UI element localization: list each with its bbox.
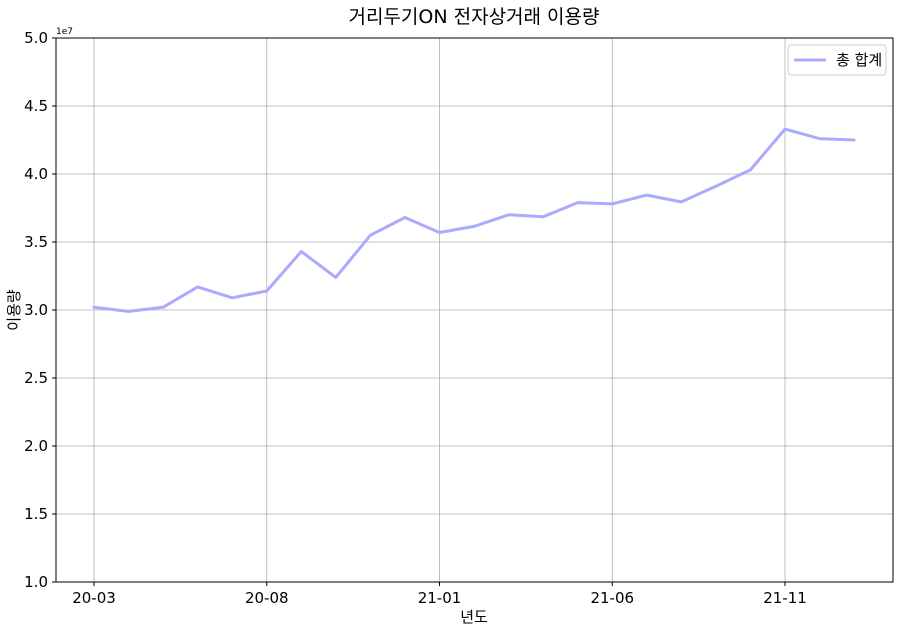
data-point bbox=[369, 234, 372, 237]
y-tick-label: 4.5 bbox=[24, 97, 48, 115]
x-axis-title: 년도 bbox=[460, 608, 488, 626]
data-point bbox=[300, 250, 303, 253]
grid-lines bbox=[56, 37, 893, 583]
x-tick-label: 20-03 bbox=[72, 589, 116, 607]
x-tick-label: 21-01 bbox=[418, 589, 462, 607]
y-tick-label: 1.0 bbox=[24, 573, 48, 591]
data-point bbox=[265, 289, 268, 292]
y-axis-ticks: 1.0 1.5 2.0 2.5 3.0 3.5 4.0 4.5 5.0 bbox=[24, 29, 56, 591]
data-point bbox=[576, 201, 579, 204]
y-tick-label: 1.5 bbox=[24, 505, 48, 523]
x-axis-ticks: 20-03 20-08 21-01 21-06 21-11 bbox=[72, 582, 807, 607]
legend: 총 합계 bbox=[787, 44, 887, 76]
legend-box bbox=[787, 44, 887, 76]
series-line-0 bbox=[92, 127, 856, 313]
data-point bbox=[196, 285, 199, 288]
data-point bbox=[680, 200, 683, 203]
data-point bbox=[714, 185, 717, 188]
chart-title: 거리두기ON 전자상거래 이용량 bbox=[348, 6, 599, 28]
y-tick-label: 5.0 bbox=[24, 29, 48, 47]
x-tick-label: 21-06 bbox=[590, 589, 634, 607]
data-point bbox=[403, 216, 406, 219]
x-tick-label: 21-11 bbox=[763, 589, 807, 607]
y-tick-label: 3.0 bbox=[24, 301, 48, 319]
data-point bbox=[611, 202, 614, 205]
data-point bbox=[162, 306, 165, 309]
data-point bbox=[334, 276, 337, 279]
data-point bbox=[473, 225, 476, 228]
y-tick-label: 3.5 bbox=[24, 233, 48, 251]
legend-label: 총 합계 bbox=[836, 51, 882, 69]
y-tick-label: 4.0 bbox=[24, 165, 48, 183]
data-point bbox=[93, 306, 96, 309]
y-offset-label: 1e7 bbox=[56, 27, 73, 37]
data-point bbox=[127, 310, 130, 313]
y-axis-title: 이용량 bbox=[5, 289, 23, 331]
x-tick-label: 20-08 bbox=[245, 589, 289, 607]
series-layer bbox=[92, 127, 856, 313]
data-point bbox=[507, 213, 510, 216]
y-tick-label: 2.5 bbox=[24, 369, 48, 387]
data-point bbox=[784, 128, 787, 131]
data-point bbox=[438, 231, 441, 234]
y-tick-label: 2.0 bbox=[24, 437, 48, 455]
data-point bbox=[818, 137, 821, 140]
data-point bbox=[542, 215, 545, 218]
data-point bbox=[853, 139, 856, 142]
data-point bbox=[645, 194, 648, 197]
data-point bbox=[749, 168, 752, 171]
data-point bbox=[231, 296, 234, 299]
